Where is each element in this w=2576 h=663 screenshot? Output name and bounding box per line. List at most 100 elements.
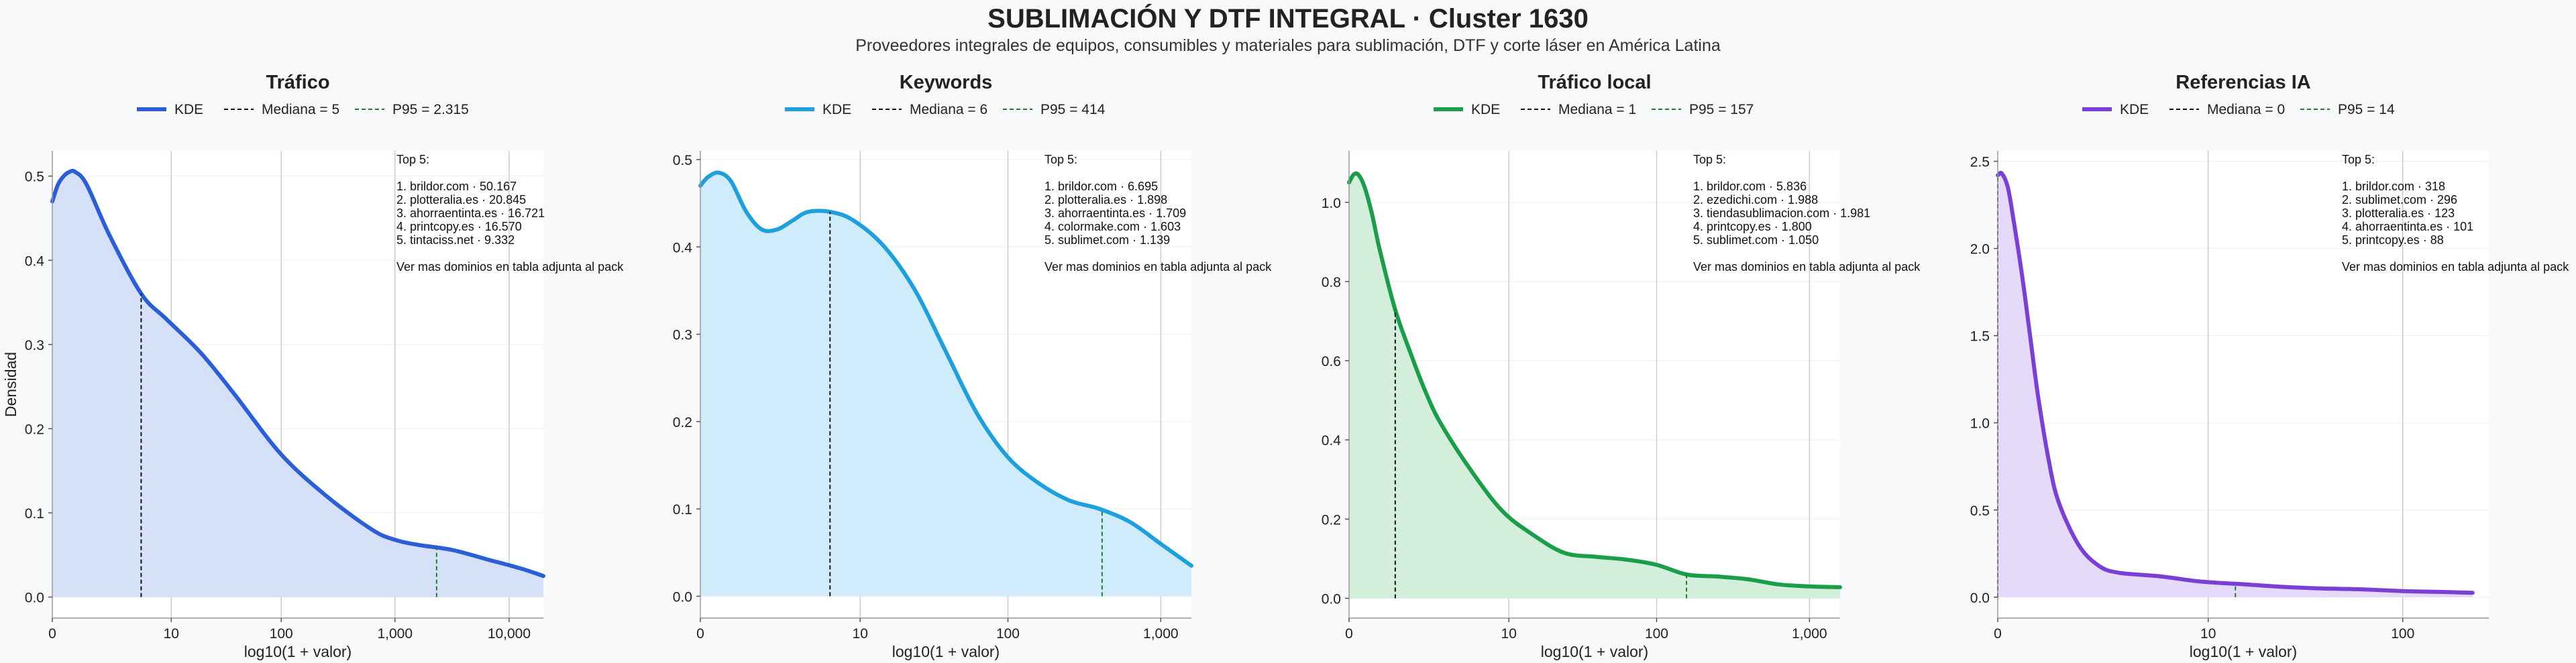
y-tick-label: 0.4 xyxy=(673,240,693,255)
y-tick-label: 1.0 xyxy=(1970,416,1990,432)
top5-item: 2. ezedichi.com · 1.988 xyxy=(1693,193,1818,206)
legend-kde-label: KDE xyxy=(1471,102,1500,117)
top5-footer: Ver mas dominios en tabla adjunta al pac… xyxy=(396,260,624,274)
y-tick-label: 0.6 xyxy=(1322,354,1341,369)
top5-header: Top 5: xyxy=(1044,153,1077,166)
top5-item: 5. sublimet.com · 1.050 xyxy=(1693,233,1819,247)
y-tick-label: 0.2 xyxy=(1322,512,1341,528)
panel-title: Tráfico xyxy=(266,72,329,93)
top5-item: 1. brildor.com · 50.167 xyxy=(396,180,517,193)
kde-area xyxy=(1349,173,1840,599)
y-tick-label: 2.5 xyxy=(1970,155,1990,170)
chart-panel-4: 0.0 0.5 1.0 1.5 2.0 2.5 0 10 100 log10(1 + valor)… xyxy=(1970,72,2569,660)
kde-line xyxy=(50,168,545,579)
y-tick-label: 0.8 xyxy=(1322,275,1341,290)
kde-area xyxy=(700,172,1191,597)
top5-item: 5. printcopy.es · 88 xyxy=(2342,233,2444,247)
y-tick-label: 1.5 xyxy=(1970,329,1990,345)
x-tick-label: 100 xyxy=(996,626,1020,642)
y-tick-label: 0.4 xyxy=(1322,433,1342,448)
top5-item: 5. sublimet.com · 1.139 xyxy=(1044,233,1170,247)
x-tick-label: 0 xyxy=(696,626,704,642)
legend-p95-label: P95 = 157 xyxy=(1689,102,1754,117)
top5-item: 1. brildor.com · 318 xyxy=(2342,180,2445,193)
y-tick-label: 0.4 xyxy=(25,253,45,269)
top5-item: 3. ahorraentinta.es · 16.721 xyxy=(396,206,545,220)
top5-item: 5. tintaciss.net · 9.332 xyxy=(396,233,515,247)
top5-footer: Ver mas dominios en tabla adjunta al pac… xyxy=(1693,260,1921,274)
x-tick-label: 0 xyxy=(1994,626,2002,642)
x-tick-label: 10 xyxy=(2200,626,2216,642)
top5-header: Top 5: xyxy=(396,153,429,166)
x-axis-label: log10(1 + valor) xyxy=(244,643,352,660)
x-tick-label: 1,000 xyxy=(1792,626,1827,642)
legend-median-label: Mediana = 0 xyxy=(2207,102,2285,117)
y-tick-label: 0.5 xyxy=(25,170,44,185)
x-tick-label: 10 xyxy=(853,626,868,642)
y-tick-label: 1.0 xyxy=(1322,196,1341,211)
panel-title: Referencias IA xyxy=(2176,72,2311,93)
legend-median-label: Mediana = 1 xyxy=(1558,102,1636,117)
x-axis-label: log10(1 + valor) xyxy=(1541,643,1648,660)
kde-line xyxy=(1996,170,2475,595)
y-tick-label: 0.1 xyxy=(673,502,692,518)
x-tick-label: 10 xyxy=(164,626,179,642)
x-tick-label: 0 xyxy=(48,626,56,642)
x-tick-label: 10,000 xyxy=(488,626,531,642)
legend-p95-label: P95 = 2.315 xyxy=(392,102,469,117)
x-axis-label: log10(1 + valor) xyxy=(892,643,1000,660)
figure-title: SUBLIMACIÓN Y DTF INTEGRAL · Cluster 163… xyxy=(987,4,1589,34)
y-axis-label: Densidad xyxy=(2,352,19,417)
legend-kde-label: KDE xyxy=(822,102,851,117)
legend-kde-label: KDE xyxy=(2120,102,2149,117)
top5-item: 3. tiendasublimacion.com · 1.981 xyxy=(1693,206,1870,220)
x-axis-label: log10(1 + valor) xyxy=(2190,643,2297,660)
panel-title: Tráfico local xyxy=(1538,72,1651,93)
top5-header: Top 5: xyxy=(1693,153,1726,166)
top5-item: 2. plotteralia.es · 1.898 xyxy=(1044,193,1167,206)
top5-item: 1. brildor.com · 5.836 xyxy=(1693,180,1807,193)
kde-area xyxy=(52,170,543,597)
top5-item: 4. printcopy.es · 1.800 xyxy=(1693,220,1812,233)
x-tick-label: 100 xyxy=(1645,626,1668,642)
x-tick-label: 100 xyxy=(2391,626,2414,642)
legend-median-label: Mediana = 6 xyxy=(910,102,987,117)
top5-item: 4. ahorraentinta.es · 101 xyxy=(2342,220,2473,233)
x-tick-label: 0 xyxy=(1345,626,1353,642)
y-tick-label: 0.2 xyxy=(25,422,44,437)
top5-item: 1. brildor.com · 6.695 xyxy=(1044,180,1158,193)
y-tick-label: 0.0 xyxy=(25,591,44,606)
y-tick-label: 0.1 xyxy=(25,506,44,522)
top5-item: 2. plotteralia.es · 20.845 xyxy=(396,193,526,206)
top5-item: 2. sublimet.com · 296 xyxy=(2342,193,2457,206)
y-tick-label: 2.0 xyxy=(1970,242,1990,257)
top5-item: 3. ahorraentinta.es · 1.709 xyxy=(1044,206,1186,220)
figure-subtitle: Proveedores integrales de equipos, consu… xyxy=(855,36,1721,55)
y-tick-label: 0.3 xyxy=(673,328,692,343)
kde-line xyxy=(1347,171,1842,589)
kde-area xyxy=(1998,172,2473,597)
top5-footer: Ver mas dominios en tabla adjunta al pac… xyxy=(2342,260,2569,274)
legend-median-label: Mediana = 5 xyxy=(262,102,339,117)
x-tick-label: 10 xyxy=(1501,626,1517,642)
top5-item: 3. plotteralia.es · 123 xyxy=(2342,206,2455,220)
top5-item: 4. printcopy.es · 16.570 xyxy=(396,220,522,233)
x-tick-label: 1,000 xyxy=(377,626,413,642)
x-tick-label: 1,000 xyxy=(1143,626,1179,642)
chart-panel-3: 0.0 0.2 0.4 0.6 0.8 1.0 0 10 100 1,000 log10(1 + v… xyxy=(1322,72,1921,660)
panel-title: Keywords xyxy=(900,72,993,93)
y-tick-label: 0.0 xyxy=(1970,591,1990,606)
y-tick-label: 0.0 xyxy=(673,589,692,605)
top5-footer: Ver mas dominios en tabla adjunta al pac… xyxy=(1044,260,1272,274)
top5-header: Top 5: xyxy=(2342,153,2375,166)
legend-p95-label: P95 = 14 xyxy=(2338,102,2395,117)
y-tick-label: 0.0 xyxy=(1322,591,1341,607)
kde-line xyxy=(698,170,1193,568)
plot-area xyxy=(1998,151,2489,618)
top5-item: 4. colormake.com · 1.603 xyxy=(1044,220,1181,233)
x-tick-label: 100 xyxy=(270,626,293,642)
chart-panel-1: 0.0 0.1 0.2 0.3 0.4 0.5 0 10 100 1,000 10,000 log10… xyxy=(2,72,624,660)
chart-panel-2: 0.0 0.1 0.2 0.3 0.4 0.5 0 10 100 1,000 log10(1 + v… xyxy=(673,72,1272,660)
y-tick-label: 0.2 xyxy=(673,415,692,430)
